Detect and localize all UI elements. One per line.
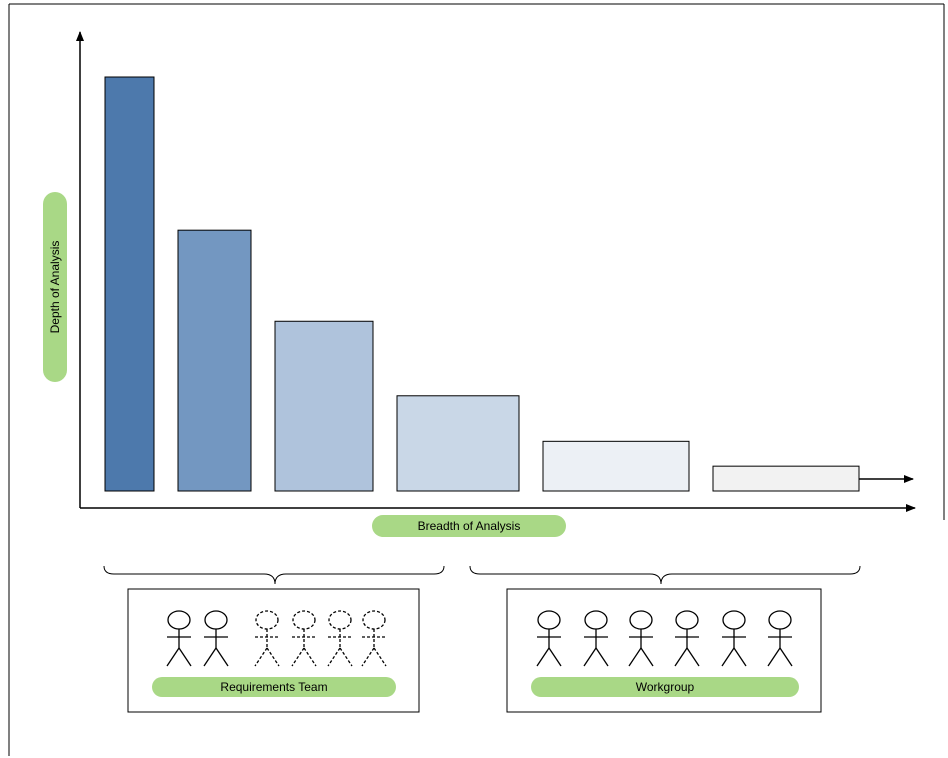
- person-icon: [767, 610, 793, 667]
- person-dashed-icon: [361, 610, 387, 667]
- x-axis-label-pill: Breadth of Analysis: [372, 515, 566, 537]
- person-icon: [674, 610, 700, 667]
- y-axis-label: Depth of Analysis: [48, 241, 62, 334]
- bar-3: [274, 320, 374, 492]
- person-dashed-icon: [254, 610, 280, 667]
- bar-6: [712, 465, 860, 492]
- person-dashed-icon: [291, 610, 317, 667]
- person-icon: [721, 610, 747, 667]
- person-dashed-icon: [327, 610, 353, 667]
- bar-1: [104, 76, 155, 492]
- bars-group: [104, 76, 860, 492]
- requirements-team-pill: Requirements Team: [152, 677, 396, 697]
- y-axis-label-pill: Depth of Analysis: [43, 192, 67, 382]
- bar-2: [177, 229, 252, 492]
- person-icon: [536, 610, 562, 667]
- x-axis-label: Breadth of Analysis: [418, 519, 521, 533]
- workgroup-label: Workgroup: [636, 680, 695, 694]
- bar-5: [542, 440, 690, 492]
- requirements-team-label: Requirements Team: [220, 680, 327, 694]
- bar-4: [396, 395, 520, 492]
- workgroup-brace: [469, 565, 861, 585]
- person-icon: [628, 610, 654, 667]
- requirements-team-brace: [103, 565, 445, 585]
- workgroup-pill: Workgroup: [531, 677, 799, 697]
- person-icon: [166, 610, 192, 667]
- person-icon: [583, 610, 609, 667]
- figures-group: [166, 610, 793, 667]
- person-icon: [203, 610, 229, 667]
